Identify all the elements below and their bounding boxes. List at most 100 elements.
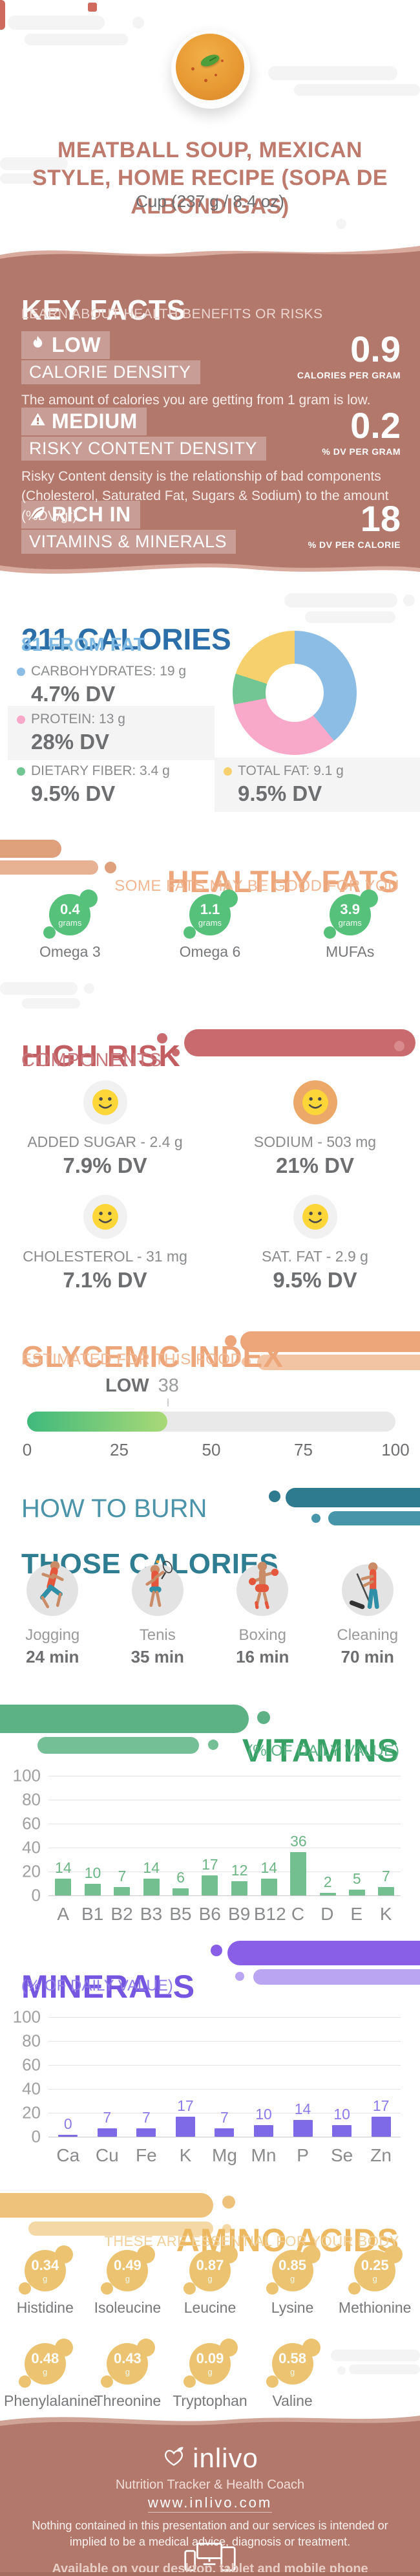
bubble-label: Valine xyxy=(272,2392,313,2409)
decor-dot xyxy=(337,2366,346,2375)
x-axis-label: E xyxy=(350,1904,363,1924)
bubble-item: 0.48 g Phenylalanine xyxy=(4,2339,98,2410)
decor-dot xyxy=(222,2196,235,2209)
decor-blob xyxy=(37,1737,199,1754)
activity-minutes: 35 min xyxy=(131,1647,184,1666)
glycemic-subtitle: ESTIMATED FOR THIS FOOD xyxy=(21,1351,242,1368)
bubble-item: 0.43 g Threonine xyxy=(87,2339,169,2410)
decor-dot xyxy=(222,2224,231,2233)
decor-dot xyxy=(211,1945,222,1956)
bar-value-label: 0 xyxy=(63,2115,72,2132)
healthy-fats-subtitle: SOME FATS MAY BE GOOD FOR YOU xyxy=(114,877,399,895)
risk-dv: 9.5% DV xyxy=(273,1268,357,1292)
activity-item: Boxing 16 min xyxy=(210,1562,315,1667)
decor-blob xyxy=(253,1969,420,1985)
x-axis-label: Mg xyxy=(212,2145,237,2165)
decor-blob xyxy=(0,840,61,858)
bubble-value: 0.4 xyxy=(60,901,80,917)
legend-dv: 9.5% DV xyxy=(31,781,116,805)
key-fact-label-wrap: VITAMINS & MINERALS xyxy=(0,529,420,554)
glycemic-tick-label: 0 xyxy=(22,1440,32,1459)
glycemic-value: 38 xyxy=(158,1375,179,1396)
x-axis-label: K xyxy=(179,2145,192,2165)
key-fact-label: CALORIE DENSITY xyxy=(21,360,200,384)
key-fact-label: VITAMINS & MINERALS xyxy=(21,530,236,554)
key-fact-label: RISKY CONTENT DENSITY xyxy=(21,437,267,461)
bubble-value: 0.48 xyxy=(31,2350,59,2366)
decor-dot xyxy=(84,983,94,994)
minerals-categories: Ca Cu Fe K Mg Mn P Se Zn xyxy=(48,2145,401,2166)
decor-blob xyxy=(22,998,80,1009)
amino-acids-subtitle: THESE ARE ESSENTIAL FOR YOUR BODY xyxy=(104,2233,399,2249)
devices-icon xyxy=(0,2542,420,2576)
value-bubble: 0.4 grams xyxy=(43,890,98,939)
decor-dot xyxy=(394,1041,404,1051)
bubble-value: 1.1 xyxy=(200,901,220,917)
bar-group: 17 xyxy=(202,1856,218,1895)
vitamins-subtitle: (% OF DAILY VALUE) xyxy=(247,1742,399,1760)
bubble-label: Lysine xyxy=(271,2299,314,2316)
bar-group: 0 xyxy=(58,2115,78,2137)
bar xyxy=(55,1879,72,1895)
legend-name: DIETARY FIBER: 3.4 g xyxy=(17,763,215,779)
value-bubble: 1.1 grams xyxy=(183,890,238,939)
macro-donut-chart xyxy=(233,631,357,755)
activity-item: Jogging 24 min xyxy=(0,1561,105,1667)
minerals-subtitle: (% OF DAILY VALUE) xyxy=(21,1977,173,1994)
bar xyxy=(215,2128,235,2137)
disclaimer-text: Nothing contained in this presentation a… xyxy=(32,2519,388,2549)
bar-value-label: 7 xyxy=(381,1868,390,1885)
y-axis-label: 60 xyxy=(22,2055,41,2075)
value-bubble: 0.43 g xyxy=(101,2339,156,2388)
vitamins-categories: A B1 B2 B3 B5 B6 B9 B12 C D E K xyxy=(48,1904,401,1925)
decor-blob xyxy=(0,157,68,170)
bar xyxy=(332,2124,352,2137)
glycemic-tick-label: 25 xyxy=(110,1440,129,1459)
decor-blob xyxy=(0,0,5,30)
decor-dot xyxy=(257,1711,270,1724)
cleaning-icon xyxy=(341,1562,394,1616)
bar xyxy=(136,2128,156,2137)
legend-dv: 28% DV xyxy=(31,730,110,754)
activity-name: Tenis xyxy=(139,1626,176,1644)
amino-acids-row-1: 0.34 g Histidine 0.49 g Isoleucine 0.87 g Leucin… xyxy=(4,2245,416,2317)
x-axis-label: P xyxy=(297,2145,309,2165)
bubble-value: 0.09 xyxy=(196,2350,224,2366)
x-axis-label: B1 xyxy=(81,1904,104,1924)
hero-section: MEATBALL SOUP, MEXICAN STYLE, HOME RECIP… xyxy=(0,0,420,239)
bar xyxy=(293,2120,313,2137)
legend-item: DIETARY FIBER: 3.4 g 9.5% DV xyxy=(8,758,215,812)
bubble-label: Phenylalanine xyxy=(4,2392,98,2409)
decor-blob xyxy=(0,860,98,875)
key-fact-level-text: LOW xyxy=(52,333,101,356)
calories-section: 211 CALORIES 81 FROM FAT CARBOHYDRATES: … xyxy=(0,585,420,835)
x-axis-label: Ca xyxy=(56,2145,80,2165)
bubble-item: 0.49 g Isoleucine xyxy=(87,2245,169,2317)
decor-dot xyxy=(105,862,116,873)
activity-name: Cleaning xyxy=(337,1626,399,1644)
value-bubble: 0.58 g xyxy=(266,2339,320,2388)
activity-name: Jogging xyxy=(25,1626,80,1644)
decor-dot xyxy=(403,595,415,606)
legend-item: CARBOHYDRATES: 19 g 4.7% DV xyxy=(8,658,215,712)
x-axis-label: Se xyxy=(330,2145,353,2165)
soup-image xyxy=(176,34,244,100)
glycemic-reading: LOW 38 xyxy=(105,1375,179,1397)
legend-item: PROTEIN: 13 g 28% DV xyxy=(8,706,215,760)
brand-tagline: Nutrition Tracker & Health Coach xyxy=(115,2478,305,2492)
bar-group: 36 xyxy=(290,1833,307,1895)
decor-dot xyxy=(132,17,144,28)
decor-blob xyxy=(184,1029,415,1056)
page-title: MEATBALL SOUP, MEXICAN STYLE, HOME RECIP… xyxy=(32,137,388,219)
x-axis-label: Zn xyxy=(370,2145,392,2165)
legend-name: TOTAL FAT: 9.1 g xyxy=(224,763,420,779)
y-axis-label: 80 xyxy=(22,2031,41,2051)
y-axis-label: 100 xyxy=(12,2007,41,2027)
high-risk-list: ADDED SUGAR - 2.4 g 7.9% DV SODIUM - 503 m… xyxy=(0,1080,420,1309)
decor-blob xyxy=(28,2221,213,2236)
value-bubble: 0.25 g xyxy=(348,2245,403,2295)
bar-value-label: 17 xyxy=(202,1855,218,1873)
bar-group: 10 xyxy=(332,2106,352,2137)
bar xyxy=(260,1879,277,1895)
